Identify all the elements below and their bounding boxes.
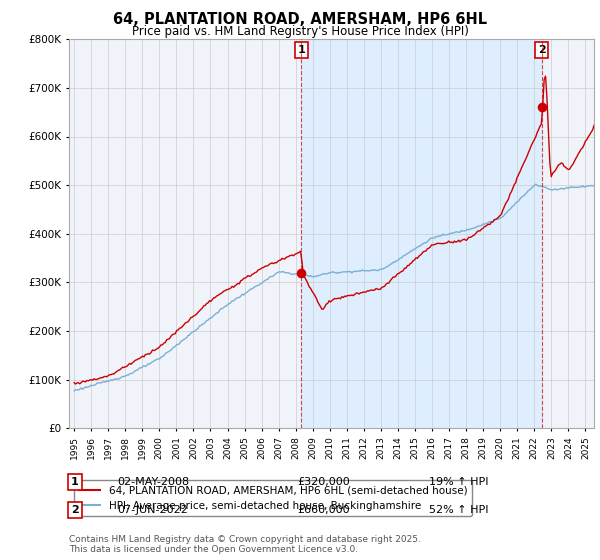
Text: 1: 1	[298, 45, 305, 55]
Text: £320,000: £320,000	[297, 477, 350, 487]
Point	[296, 268, 306, 277]
Text: 2: 2	[538, 45, 546, 55]
Text: £660,000: £660,000	[297, 505, 350, 515]
Point	[537, 103, 547, 112]
Legend: 64, PLANTATION ROAD, AMERSHAM, HP6 6HL (semi-detached house), HPI: Average price: 64, PLANTATION ROAD, AMERSHAM, HP6 6HL (…	[74, 480, 472, 516]
Text: 2: 2	[71, 505, 79, 515]
Text: 19% ↑ HPI: 19% ↑ HPI	[429, 477, 488, 487]
Text: 02-MAY-2008: 02-MAY-2008	[117, 477, 189, 487]
Text: 64, PLANTATION ROAD, AMERSHAM, HP6 6HL: 64, PLANTATION ROAD, AMERSHAM, HP6 6HL	[113, 12, 487, 27]
Bar	[301, 39, 542, 428]
Text: 07-JUN-2022: 07-JUN-2022	[117, 505, 188, 515]
Text: Contains HM Land Registry data © Crown copyright and database right 2025.
This d: Contains HM Land Registry data © Crown c…	[69, 535, 421, 554]
Text: 52% ↑ HPI: 52% ↑ HPI	[429, 505, 488, 515]
Text: 1: 1	[71, 477, 79, 487]
Text: Price paid vs. HM Land Registry's House Price Index (HPI): Price paid vs. HM Land Registry's House …	[131, 25, 469, 38]
